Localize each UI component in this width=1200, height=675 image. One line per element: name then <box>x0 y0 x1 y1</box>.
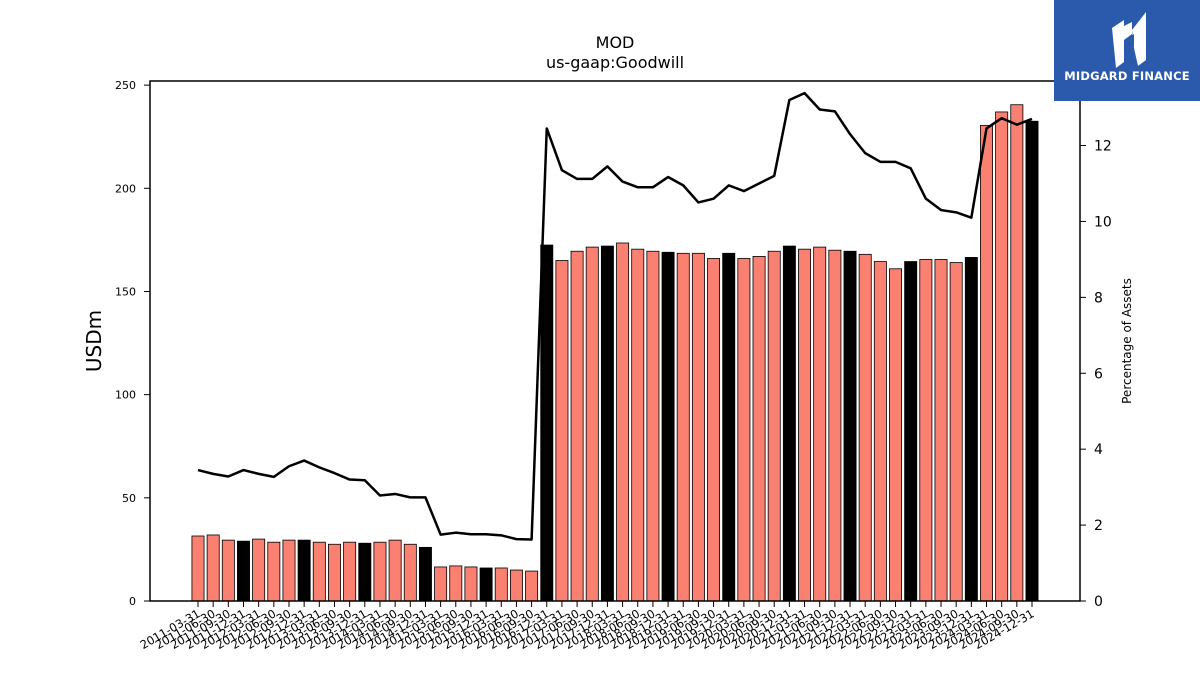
y-axis-label: USDm <box>82 310 106 372</box>
bar <box>707 258 721 602</box>
bar <box>949 262 963 602</box>
bar <box>919 259 933 602</box>
chart-title: MOD <box>596 33 635 52</box>
percentage-line-series <box>197 91 1033 541</box>
bar-series <box>191 104 1039 602</box>
y2-tick-label: 6 <box>1094 366 1103 382</box>
bar <box>418 546 432 602</box>
bar <box>600 245 614 602</box>
bar <box>358 542 372 602</box>
bar <box>889 268 902 602</box>
bar <box>964 257 978 602</box>
bar <box>752 255 766 602</box>
y2-tick-label: 8 <box>1094 290 1103 306</box>
bar <box>631 248 645 602</box>
bar <box>449 565 463 602</box>
bar <box>737 258 751 602</box>
bar <box>873 261 887 602</box>
bar <box>434 566 448 602</box>
bar <box>843 250 857 602</box>
y-tick-label: 100 <box>115 389 136 402</box>
y2-axis-label: Percentage of Assets <box>1120 278 1134 404</box>
bar <box>646 250 660 602</box>
midgard-logo-mark-icon <box>1112 12 1146 68</box>
y-tick-label: 200 <box>115 182 136 195</box>
y2-tick-label: 4 <box>1094 442 1103 458</box>
bar <box>464 566 478 602</box>
bar <box>934 259 948 602</box>
bar <box>585 246 599 602</box>
bar <box>858 253 872 602</box>
midgard-logo: MIDGARD FINANCE <box>1054 0 1200 101</box>
bar <box>995 111 1009 602</box>
bar <box>479 567 493 602</box>
bar <box>373 541 387 602</box>
bar <box>252 538 266 602</box>
y-tick-label: 250 <box>115 79 136 92</box>
y-tick-label: 150 <box>115 285 136 298</box>
bar <box>555 260 569 602</box>
y2-tick-label: 2 <box>1094 518 1103 534</box>
bar <box>494 567 508 602</box>
bar <box>570 250 584 602</box>
bar <box>312 541 326 602</box>
bar <box>525 570 539 602</box>
bar <box>828 249 842 602</box>
y2-tick-label: 0 <box>1094 594 1103 610</box>
bar <box>221 539 235 602</box>
bar <box>343 541 357 602</box>
bar <box>616 242 630 602</box>
y-tick-label: 0 <box>129 595 136 608</box>
bar <box>661 251 675 602</box>
bar <box>206 534 220 602</box>
bar <box>540 244 554 602</box>
chart-axes: 0501001502002500246810122011-03-312011-0… <box>115 79 1112 652</box>
bar <box>297 539 311 602</box>
bar <box>767 250 781 602</box>
logo-text: MIDGARD FINANCE <box>1064 69 1190 83</box>
bar <box>980 124 993 602</box>
y-tick-label: 50 <box>122 492 136 505</box>
bar <box>509 569 523 602</box>
bar <box>403 543 417 602</box>
bar <box>388 539 402 602</box>
bar <box>282 539 296 602</box>
bar <box>782 245 796 602</box>
bar <box>1010 104 1024 602</box>
bar <box>267 541 281 602</box>
y2-tick-label: 12 <box>1094 139 1112 155</box>
bar <box>813 246 827 602</box>
percentage-line <box>197 91 1033 541</box>
chart-subtitle: us-gaap:Goodwill <box>546 53 684 72</box>
bar <box>722 252 736 602</box>
bar <box>676 252 690 602</box>
plot-frame <box>149 80 1081 602</box>
bar <box>798 248 812 602</box>
bar <box>904 261 918 602</box>
bar <box>237 540 250 602</box>
bar <box>191 535 205 602</box>
bar <box>1025 120 1039 602</box>
bar <box>691 252 705 602</box>
bar <box>328 543 341 602</box>
y2-tick-label: 10 <box>1094 214 1112 230</box>
